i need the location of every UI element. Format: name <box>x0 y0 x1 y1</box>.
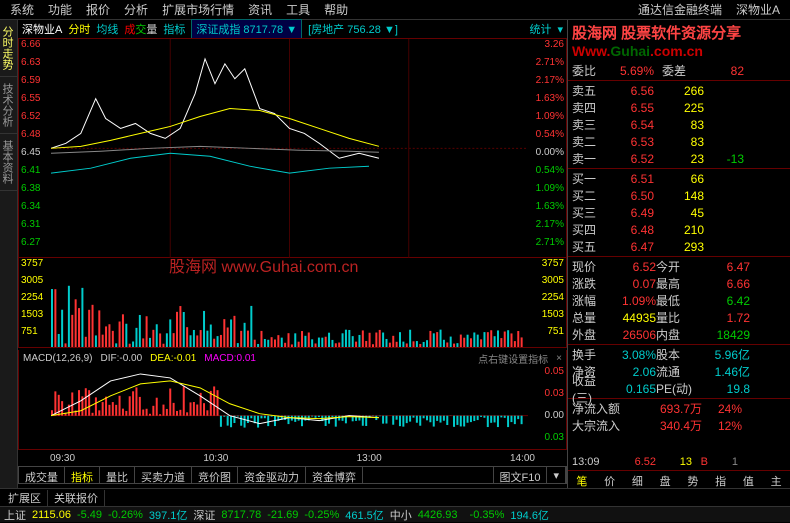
stat-row: 收益(三)0.165PE(动)19.8 <box>572 380 786 397</box>
stat-row: 外盘26506内盘18429 <box>572 326 786 343</box>
chart-tab[interactable]: 指标 <box>163 21 185 37</box>
price-chart[interactable]: 6.666.636.596.556.526.486.456.416.386.34… <box>18 38 567 258</box>
tab[interactable]: 资金驱动力 <box>238 467 306 483</box>
left-tab[interactable]: 分时走势 <box>0 20 17 77</box>
logo: 股海网 股票软件资源分享 Www.Guhai.com.cn <box>568 20 790 62</box>
stat-link[interactable]: 统计 <box>529 21 551 37</box>
menu-item[interactable]: 分析 <box>118 0 154 20</box>
f10-link[interactable]: 图文F10 <box>494 467 548 483</box>
ask-row: 卖一6.5223-13 <box>568 150 790 167</box>
last-tick: 13:09 6.52 13 B 1 <box>568 454 790 470</box>
menu-item[interactable]: 帮助 <box>318 0 354 20</box>
volume-chart[interactable]: 3757300522541503751 3757300522541503751 … <box>18 258 567 348</box>
rp-tab[interactable]: 细 <box>624 471 652 488</box>
tab[interactable]: 买卖力道 <box>135 467 192 483</box>
y-axis-right: 3.262.71%2.17%1.63%1.09%0.54%0.00%0.54%1… <box>528 39 564 257</box>
close-icon[interactable]: × <box>556 353 562 364</box>
macd-svg <box>51 366 528 449</box>
ask-row: 卖三6.5483 <box>568 116 790 133</box>
stat-row: 涨幅1.09%最低6.42 <box>572 292 786 309</box>
menu-item[interactable]: 工具 <box>280 0 316 20</box>
bid-row: 买三6.4945 <box>568 204 790 221</box>
stock-name-header: 深物业A <box>22 21 62 37</box>
footer-tab[interactable]: 关联报价 <box>48 490 105 506</box>
macd-hint[interactable]: 点右键设置指标 <box>478 351 548 366</box>
rp-tabs: 笔 价 细 盘 势 指 值 主 <box>568 470 790 488</box>
rp-tab[interactable]: 主 <box>762 471 790 488</box>
dropdown-icon[interactable]: ▾ <box>547 467 566 483</box>
flow-row: 大宗流入340.4万12% <box>568 417 790 434</box>
chart-tab[interactable]: 成交量 <box>124 21 157 37</box>
bid-row: 买二6.50148 <box>568 187 790 204</box>
stat-row: 换手3.08%股本5.96亿 <box>572 346 786 363</box>
bid-row: 买五6.47293 <box>568 238 790 255</box>
stat-row: 总量44935量比1.72 <box>572 309 786 326</box>
sector-tag[interactable]: [房地产 756.28 ▼] <box>308 21 398 37</box>
bid-row: 买一6.5166 <box>568 170 790 187</box>
tab[interactable]: 指标 <box>65 467 100 483</box>
footer-bar: 扩展区 关联报价 <box>0 488 790 506</box>
volume-svg <box>51 258 528 347</box>
macd-chart[interactable]: MACD(12,26,9) DIF:-0.00 DEA:-0.01 MACD:0… <box>18 350 567 450</box>
left-sidebar: 分时走势 技术分析 基本资料 <box>0 20 18 488</box>
vol-axis-right: 3757300522541503751 <box>528 258 564 347</box>
menu-item[interactable]: 报价 <box>80 0 116 20</box>
macd-label: MACD(12,26,9) <box>23 353 92 364</box>
right-panel: 股海网 股票软件资源分享 Www.Guhai.com.cn 委比5.69% 委差… <box>568 20 790 488</box>
vol-axis-left: 3757300522541503751 <box>21 258 51 347</box>
rp-tab[interactable]: 盘 <box>651 471 679 488</box>
commit-row: 委比5.69% 委差82 <box>568 62 790 79</box>
flow-row: 净流入额693.7万24% <box>568 400 790 417</box>
tab[interactable]: 量比 <box>100 467 135 483</box>
menu-item[interactable]: 系统 <box>4 0 40 20</box>
left-tab[interactable]: 技术分析 <box>0 77 17 134</box>
bottom-tabs: 成交量 指标 量比 买卖力道 竞价图 资金驱动力 资金博弈 图文F10 ▾ <box>18 466 567 484</box>
chart-header: 深物业A 分时 均线 成交量 指标 深证成指 8717.78 ▼ [房地产 75… <box>18 20 567 38</box>
footer-tab[interactable]: 扩展区 <box>2 490 48 506</box>
ask-row: 卖二6.5383 <box>568 133 790 150</box>
status-bar: 上证2115.06-5.49-0.26%397.1亿深证8717.78-21.6… <box>0 506 790 522</box>
ask-row: 卖四6.55225 <box>568 99 790 116</box>
bid-row: 买四6.48210 <box>568 221 790 238</box>
price-svg <box>51 39 528 258</box>
chart-area: 深物业A 分时 均线 成交量 指标 深证成指 8717.78 ▼ [房地产 75… <box>18 20 568 488</box>
tab[interactable]: 资金博弈 <box>306 467 363 483</box>
chart-tab[interactable]: 均线 <box>96 21 118 37</box>
stat-row: 涨跌0.07最高6.66 <box>572 275 786 292</box>
rp-tab[interactable]: 值 <box>735 471 763 488</box>
menubar: 系统 功能 报价 分析 扩展市场行情 资讯 工具 帮助 通达信金融终端 深物业A <box>0 0 790 20</box>
menu-item[interactable]: 资讯 <box>242 0 278 20</box>
ask-row: 卖五6.56266 <box>568 82 790 99</box>
index-tag[interactable]: 深证成指 8717.78 ▼ <box>191 19 302 39</box>
time-axis: 09:3010:3013:0014:00 <box>18 450 567 466</box>
left-tab[interactable]: 基本资料 <box>0 134 17 191</box>
macd-axis-right: 0.050.030.000.03 <box>528 366 564 449</box>
rp-tab[interactable]: 指 <box>707 471 735 488</box>
stat-row: 现价6.52今开6.47 <box>572 258 786 275</box>
chart-tab[interactable]: 分时 <box>68 21 90 37</box>
rp-tab[interactable]: 笔 <box>568 471 596 488</box>
y-axis-left: 6.666.636.596.556.526.486.456.416.386.34… <box>21 39 51 257</box>
rp-tab[interactable]: 势 <box>679 471 707 488</box>
tab[interactable]: 成交量 <box>19 467 65 483</box>
rp-tab[interactable]: 价 <box>596 471 624 488</box>
stat-row: 净资2.06流通1.46亿 <box>572 363 786 380</box>
app-title: 通达信金融终端 <box>632 0 728 20</box>
tab[interactable]: 竞价图 <box>192 467 238 483</box>
dropdown-icon[interactable]: ▾ <box>557 23 563 36</box>
menu-item[interactable]: 功能 <box>42 0 78 20</box>
stock-name: 深物业A <box>730 0 786 20</box>
menu-item[interactable]: 扩展市场行情 <box>156 0 240 20</box>
